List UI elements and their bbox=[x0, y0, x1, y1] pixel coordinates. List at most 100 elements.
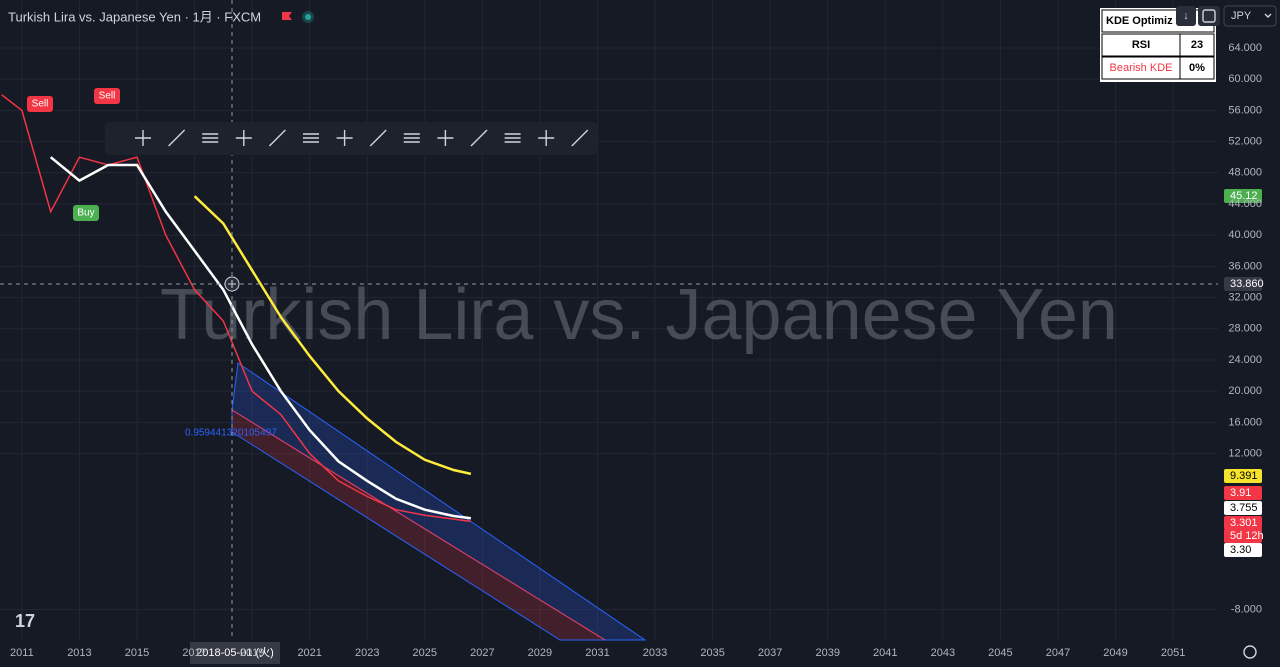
series-line bbox=[193, 195, 472, 476]
signal-badge bbox=[73, 205, 99, 221]
tool-icon bbox=[336, 130, 353, 146]
x-tick-label: 2015 bbox=[125, 647, 149, 659]
y-tick-label: 28.000 bbox=[1228, 323, 1262, 335]
x-tick-label: 2047 bbox=[1046, 647, 1070, 659]
channel-label: 0.959441320105497 bbox=[185, 428, 277, 439]
symbol-title: Turkish Lira vs. Japanese Yen · 1月 · FXC… bbox=[8, 9, 261, 24]
x-tick-label: 2019 bbox=[240, 647, 264, 659]
price-tag bbox=[1224, 277, 1262, 291]
y-tick-label: 60.000 bbox=[1228, 73, 1262, 85]
grid bbox=[0, 0, 1218, 640]
table-label: Bearish KDE bbox=[1110, 62, 1173, 74]
price-tag-label: 3.91 bbox=[1230, 487, 1251, 499]
series-line bbox=[1, 94, 471, 523]
x-tick-label: 2021 bbox=[297, 647, 321, 659]
signal-badge bbox=[94, 88, 120, 104]
table-value: 23 bbox=[1191, 39, 1203, 51]
price-tag-label: 3.301 bbox=[1230, 517, 1258, 529]
table-cell bbox=[1179, 56, 1215, 80]
tool-icon bbox=[202, 133, 219, 143]
chevron bbox=[1264, 13, 1272, 18]
y-tick-label: 16.000 bbox=[1228, 416, 1262, 428]
table-value: 0% bbox=[1189, 62, 1205, 74]
flag-icon[interactable] bbox=[282, 12, 292, 20]
plot: Sell Sell Buy 0.959441320105497 bbox=[1, 88, 472, 523]
x-tick-label: 2013 bbox=[67, 647, 91, 659]
x-tick-label: 2049 bbox=[1103, 647, 1127, 659]
tv-logo[interactable]: 17 bbox=[15, 611, 35, 631]
price-tag bbox=[1224, 469, 1262, 483]
x-tick-label: 2035 bbox=[700, 647, 724, 659]
tool-icon bbox=[369, 129, 387, 147]
tool-icon bbox=[571, 129, 589, 147]
tool-icon bbox=[303, 133, 319, 143]
watermark: Turkish Lira vs. Japanese Yen bbox=[160, 275, 1118, 355]
down-button[interactable] bbox=[1176, 6, 1196, 26]
currency: JPY bbox=[1231, 10, 1252, 22]
price-tag-label: 9.391 bbox=[1230, 470, 1258, 482]
price-tag-label: 3.30 bbox=[1230, 544, 1251, 556]
status-dot bbox=[305, 14, 311, 20]
tool-icon bbox=[538, 130, 555, 146]
series-line bbox=[49, 156, 472, 520]
tool-icon bbox=[235, 130, 252, 146]
table-title: KDE Optimiz bbox=[1106, 15, 1173, 27]
tool-icon bbox=[268, 129, 286, 147]
x-tick-label: 2011 bbox=[10, 647, 34, 659]
price-tag bbox=[1224, 516, 1262, 530]
x-tick-label: 2039 bbox=[815, 647, 839, 659]
x-tick-label: 2031 bbox=[585, 647, 609, 659]
tool-icon bbox=[437, 130, 454, 146]
y-tick-label: 64.000 bbox=[1228, 42, 1262, 54]
y-tick-label: 24.000 bbox=[1228, 354, 1262, 366]
y-tick-label: 52.000 bbox=[1228, 135, 1262, 147]
x-tick-label: 2051 bbox=[1161, 647, 1185, 659]
price-tag-label: 3.755 bbox=[1230, 502, 1258, 514]
price-tag bbox=[1224, 501, 1262, 515]
fullscreen-icon bbox=[1202, 9, 1216, 23]
x-tick-label: 2033 bbox=[643, 647, 667, 659]
tool-icon bbox=[403, 133, 420, 143]
y-tick-label: 32.000 bbox=[1228, 291, 1262, 303]
signal-label: Buy bbox=[77, 208, 94, 219]
y-tick-label: 36.000 bbox=[1228, 260, 1262, 272]
y-tick-label: 12.000 bbox=[1228, 447, 1262, 459]
price-tag bbox=[1224, 543, 1262, 557]
table-label: RSI bbox=[1132, 39, 1150, 51]
x-tick-label: 2029 bbox=[528, 647, 552, 659]
channel-mid bbox=[231, 409, 606, 641]
toolbar-icons bbox=[135, 129, 589, 147]
tool-icon bbox=[168, 129, 186, 147]
x-tick-label: 2043 bbox=[931, 647, 955, 659]
fullscreen-button[interactable] bbox=[1198, 6, 1220, 26]
y-tick-label: 56.000 bbox=[1228, 104, 1262, 116]
tool-icon bbox=[470, 129, 488, 147]
tool-icon bbox=[135, 130, 151, 146]
x-tick-label: 2037 bbox=[758, 647, 782, 659]
x-tick-label: 2017 bbox=[182, 647, 206, 659]
crosshair-plus bbox=[228, 280, 236, 288]
tool-icon bbox=[504, 133, 521, 143]
price-tag-label: 5d 12h bbox=[1230, 530, 1264, 542]
y-tick-label: 20.000 bbox=[1228, 385, 1262, 397]
x-tick-label: 2041 bbox=[873, 647, 897, 659]
date-tag bbox=[190, 642, 280, 664]
x-tick-label: 2045 bbox=[988, 647, 1012, 659]
down-icon: ↓ bbox=[1183, 10, 1189, 22]
settings-icon[interactable] bbox=[1243, 645, 1257, 659]
y-tick-label: 40.000 bbox=[1228, 229, 1262, 241]
y-tick-label: -8.000 bbox=[1231, 603, 1262, 615]
signal-badge bbox=[27, 96, 53, 112]
currency-select[interactable] bbox=[1223, 5, 1277, 27]
crosshair-date: 2018-05-01 (火) bbox=[196, 647, 274, 659]
price-tag bbox=[1224, 529, 1262, 543]
y-tick-label: 48.000 bbox=[1228, 167, 1262, 179]
x-tick-label: 2025 bbox=[413, 647, 437, 659]
signal-label: Sell bbox=[32, 99, 49, 110]
price-tag bbox=[1224, 486, 1262, 500]
table-cell bbox=[1179, 33, 1215, 57]
table-cells: KDE Optimiz RSI 23 Bearish KDE 0% bbox=[1101, 9, 1215, 80]
price-tag-label: 45.12 bbox=[1230, 190, 1258, 202]
